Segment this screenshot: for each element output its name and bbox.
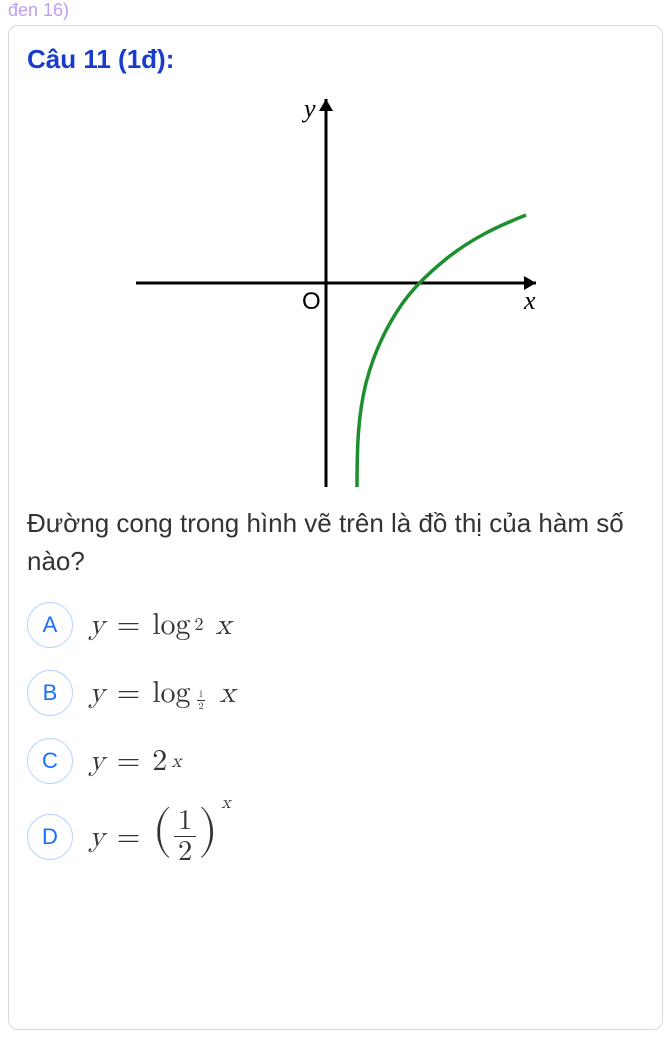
option-letter-a: A [27, 602, 73, 648]
function-graph: y x O [126, 87, 546, 487]
option-a[interactable]: A y = log2 x [27, 602, 644, 648]
option-a-expression: y = log2 x [89, 607, 231, 643]
log-curve [357, 215, 526, 487]
question-text: Đường cong trong hình vẽ trên là đồ thị … [27, 505, 644, 580]
option-letter-d: D [27, 814, 73, 860]
y-axis-arrow-icon [319, 99, 333, 111]
question-card: Câu 11 (1đ): y x O Đường cong trong hình… [8, 25, 663, 1030]
option-c[interactable]: C y = 2x [27, 738, 644, 784]
graph-container: y x O [27, 87, 644, 487]
options-list: A y = log2 x B y = log12 x C y = [27, 602, 644, 867]
option-letter-c: C [27, 738, 73, 784]
option-letter-b: B [27, 670, 73, 716]
option-d-expression: y = (12) x [89, 806, 218, 867]
option-d[interactable]: D y = (12) x [27, 806, 644, 867]
page-top-fragment: đen 16) [0, 0, 671, 21]
question-title: Câu 11 (1đ): [27, 44, 644, 75]
option-b[interactable]: B y = log12 x [27, 670, 644, 716]
option-b-expression: y = log12 x [89, 675, 235, 711]
axis-label-origin: O [302, 288, 321, 315]
axis-label-x: x [523, 286, 536, 315]
option-c-expression: y = 2x [89, 743, 181, 779]
axis-label-y: y [301, 94, 316, 123]
